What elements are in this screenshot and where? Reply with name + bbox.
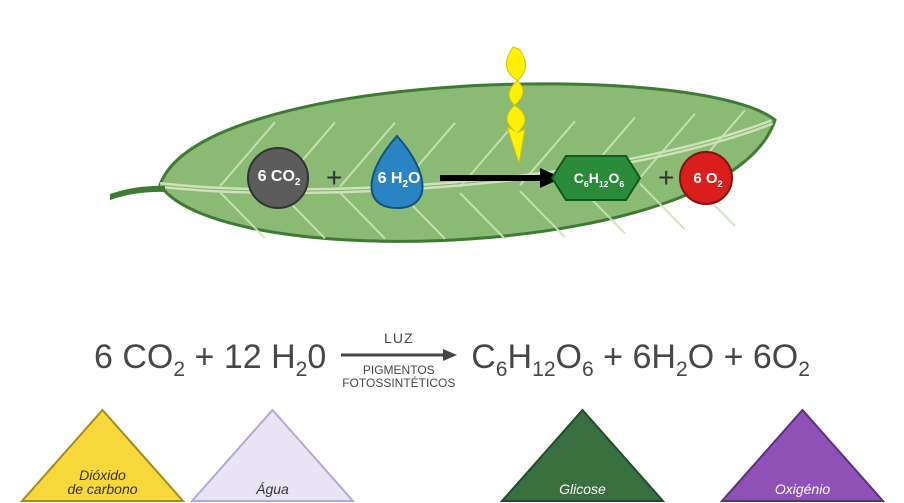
equation-arrow-icon (339, 348, 459, 362)
legend-triangle: Água (190, 408, 355, 503)
plus-2: + (658, 162, 674, 194)
molecule-label-o2: 6 O2 (682, 170, 734, 189)
molecule-label-glucose: C6H12O6 (560, 170, 638, 189)
triangle-row: Dióxidode carbono Água Glicose Oxigénio (0, 400, 904, 503)
pigments-label: PIGMENTOSFOTOSSINTÉTICOS (339, 364, 459, 390)
legend-triangle-label: Oxigénio (720, 482, 885, 497)
equation-arrow-box: LUZ PIGMENTOSFOTOSSINTÉTICOS (339, 330, 459, 390)
luz-label: LUZ (339, 330, 459, 346)
legend-triangle-label: Água (190, 482, 355, 497)
equation-row: 6 CO2 + 12 H20 LUZ PIGMENTOSFOTOSSINTÉTI… (0, 330, 904, 390)
legend-triangle-label: Dióxidode carbono (20, 468, 185, 497)
legend-triangle-label: Glicose (500, 482, 665, 497)
legend-triangle: Glicose (500, 408, 665, 503)
legend-triangle: Oxigénio (720, 408, 885, 503)
leaf-svg (110, 30, 790, 290)
equation-rhs: C6H12O6 + 6H2O + 6O2 (471, 338, 810, 382)
molecule-label-h2o: 6 H2O (370, 170, 428, 190)
plus-1: + (326, 162, 342, 194)
legend-triangle: Dióxidode carbono (20, 408, 185, 503)
leaf-diagram: 6 CO2 6 H2O C6H12O6 6 O2 + + (110, 30, 790, 290)
equation-lhs: 6 CO2 + 12 H20 (94, 338, 326, 382)
sunlight-bolt-icon (485, 45, 555, 175)
molecule-label-co2: 6 CO2 (250, 168, 308, 188)
